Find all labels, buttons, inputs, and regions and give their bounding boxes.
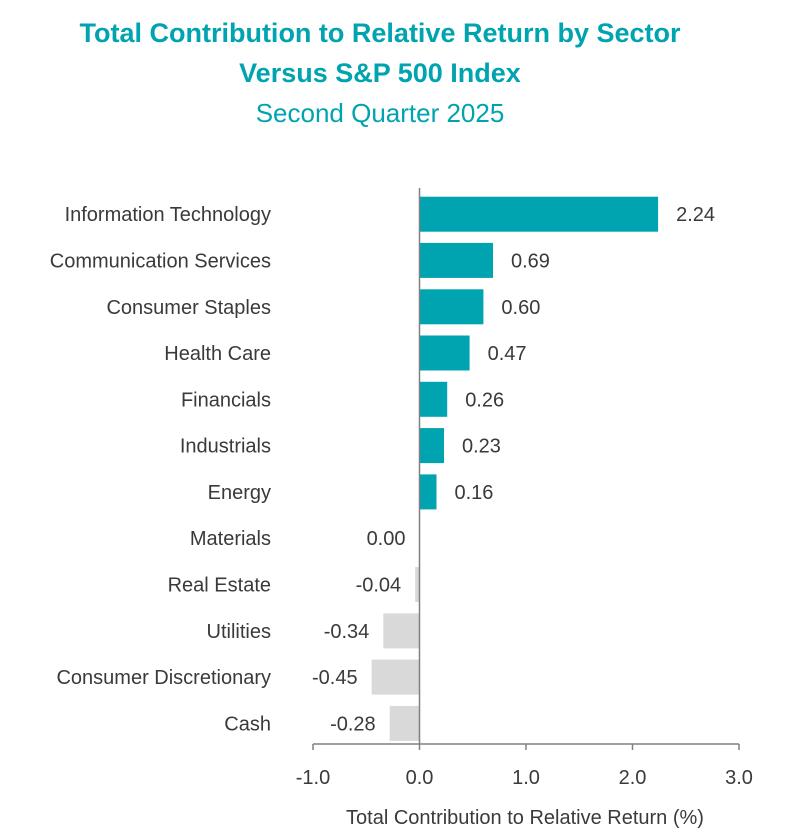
value-label-materials: 0.00 bbox=[367, 528, 406, 550]
plot-area: 2.24 0.69 0.60 0.47 0.26 0.23 0.16 0.00 -0.04 -0.… bbox=[50, 188, 753, 789]
x-axis-label: Total Contribution to Relative Return (%… bbox=[346, 807, 704, 829]
value-label-cash: -0.28 bbox=[330, 713, 376, 735]
value-label-financials: 0.26 bbox=[465, 389, 504, 411]
category-labels-group: Information Technology Communication Serv… bbox=[50, 204, 271, 735]
category-label-consumer-discretionary: Consumer Discretionary bbox=[56, 667, 271, 689]
x-axis: -1.0 0.0 1.0 2.0 3.0 bbox=[296, 188, 753, 789]
chart-title-line2: Versus S&P 500 Index bbox=[239, 58, 521, 88]
value-label-utilities: -0.34 bbox=[324, 621, 370, 643]
bar-cash bbox=[389, 705, 420, 741]
value-label-health-care: 0.47 bbox=[488, 343, 527, 365]
category-label-financials: Financials bbox=[181, 389, 271, 411]
bar-health-care bbox=[419, 335, 470, 371]
value-label-consumer-discretionary: -0.45 bbox=[312, 667, 358, 689]
bar-industrials bbox=[419, 428, 444, 464]
x-tick-label: -1.0 bbox=[296, 767, 330, 789]
category-label-utilities: Utilities bbox=[207, 621, 271, 643]
bar-financials bbox=[419, 381, 448, 417]
value-label-communication-services: 0.69 bbox=[511, 250, 550, 272]
value-label-industrials: 0.23 bbox=[462, 436, 501, 458]
category-label-health-care: Health Care bbox=[164, 343, 271, 365]
bar-real-estate bbox=[415, 567, 420, 602]
value-label-real-estate: -0.04 bbox=[356, 575, 402, 597]
bar-consumer-discretionary bbox=[371, 659, 420, 695]
category-label-real-estate: Real Estate bbox=[168, 575, 271, 597]
bars-group bbox=[371, 196, 659, 741]
category-label-cash: Cash bbox=[224, 713, 271, 735]
category-label-consumer-staples: Consumer Staples bbox=[106, 297, 271, 319]
x-tick-label: 2.0 bbox=[619, 767, 647, 789]
value-label-energy: 0.16 bbox=[455, 482, 494, 504]
category-label-information-technology: Information Technology bbox=[65, 204, 271, 226]
bar-utilities bbox=[383, 613, 420, 649]
bar-information-technology bbox=[419, 196, 659, 232]
category-label-communication-services: Communication Services bbox=[50, 250, 271, 272]
x-tick-label: 1.0 bbox=[512, 767, 540, 789]
bar-communication-services bbox=[419, 242, 493, 278]
bar-energy bbox=[419, 474, 437, 510]
value-labels-group: 2.24 0.69 0.60 0.47 0.26 0.23 0.16 0.00 -0.04 -0.… bbox=[312, 204, 715, 735]
value-label-information-technology: 2.24 bbox=[676, 204, 715, 226]
value-label-consumer-staples: 0.60 bbox=[501, 297, 540, 319]
x-tick-label: 3.0 bbox=[725, 767, 753, 789]
chart-title-line1: Total Contribution to Relative Return by… bbox=[79, 18, 681, 48]
category-label-energy: Energy bbox=[208, 482, 271, 504]
category-label-materials: Materials bbox=[190, 528, 271, 550]
x-tick-label: 0.0 bbox=[406, 767, 434, 789]
chart-subtitle: Second Quarter 2025 bbox=[256, 98, 505, 128]
bar-consumer-staples bbox=[419, 289, 484, 325]
category-label-industrials: Industrials bbox=[180, 436, 271, 458]
